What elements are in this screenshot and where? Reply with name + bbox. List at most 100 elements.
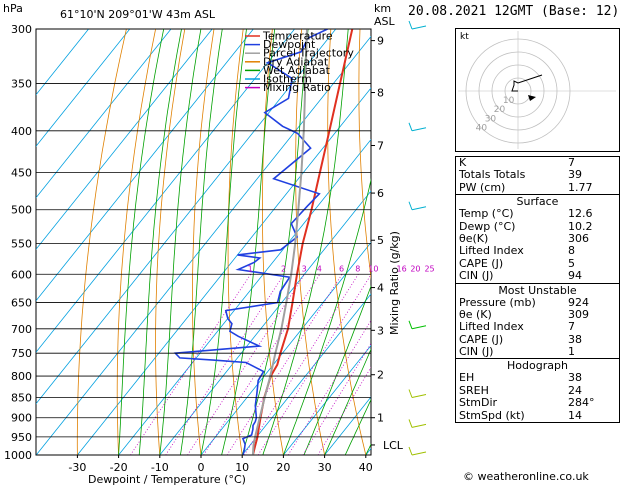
x-tick-label: 10 [235,461,249,474]
wind-barb-flag [408,446,413,456]
surface-key: θe(K) [459,231,489,245]
hodograph-ring-label: 40 [476,123,488,133]
most-unstable-row: θe (K) 309 [456,307,619,321]
km-tick-label: 2 [377,369,384,382]
km-tick-label: 1 [377,412,384,425]
most-unstable-key: Pressure (mb) [459,295,536,309]
pressure-tick-label: 850 [11,391,32,404]
wind-barb [411,451,427,456]
wet-adiabat-line [324,348,371,455]
x-tick-label: 20 [276,461,290,474]
pressure-tick-label: 300 [11,23,32,36]
isotherm-line [159,190,371,455]
hodograph-stat-key: EH [459,371,475,385]
wind-barb [411,127,427,132]
surface-key: CAPE (J) [459,256,504,270]
hodograph-unit-label: kt [460,32,469,42]
mixing-ratio-label: 20 [410,264,420,273]
surface-value: 5 [568,256,575,270]
x-tick-label: 0 [198,461,205,474]
wet-adiabat-line [344,398,371,455]
isotherm-line [36,29,213,250]
most-unstable-key: CIN (J) [459,345,494,359]
series-temperature [251,29,354,455]
index-value: 39 [568,168,582,182]
pressure-tick-label: 350 [11,78,32,91]
pressure-tick-label: 600 [11,268,32,281]
legend-label: Temperature [262,30,333,43]
most-unstable-value: 7 [568,320,575,334]
mixing-ratio-line [257,274,371,455]
hodograph-ring-label: 10 [503,96,515,106]
index-key: K [459,156,467,169]
most-unstable-value: 1 [568,345,575,359]
wind-barb [411,394,427,398]
mixing-ratio-label: 25 [424,264,434,273]
hodograph-panel: kt 10 20 30 40 [455,28,620,152]
wind-barb-flag [408,389,413,398]
pressure-tick-label: 1000 [4,449,32,462]
legend-label: Isotherm [263,73,312,86]
mixing-ratio-line [302,342,371,455]
x-tick-label: -20 [110,461,128,474]
indices-panel: K 7 Totals Totals 39 PW (cm) 1.77 Surface Tem… [455,156,620,424]
pressure-tick-label: 950 [11,431,32,444]
km-tick-label: 4 [377,282,384,295]
hodograph-stat-value: 14 [568,408,582,422]
date-header: 20.08.2021 12GMT (Base: 12) [408,4,620,19]
surface-row: CIN (J) 94 [456,269,619,282]
x-tick-label: 30 [318,461,332,474]
surface-key: Lifted Index [459,244,524,258]
pressure-tick-label: 800 [11,370,32,383]
mixing-ratio-label: 4 [317,264,322,273]
hodograph-stat-row: StmDir 284° [456,396,619,410]
most-unstable-key: CAPE (J) [459,332,504,346]
hodograph-stat-row: EH 38 [456,371,619,385]
pressure-tick-label: 700 [11,323,32,336]
mixing-ratio-label: 3 [302,264,307,273]
index-row: PW (cm) 1.77 [456,181,619,194]
most-unstable-value: 309 [568,307,589,321]
isotherm-line [36,35,371,455]
most-unstable-row: CAPE (J) 38 [456,332,619,346]
hodograph-ring-label: 30 [485,114,497,124]
surface-row: Dewp (°C) 10.2 [456,219,619,233]
most-unstable-title: Most Unstable [498,283,577,297]
hodograph-stat-value: 38 [568,371,582,385]
km-tick-label: 9 [377,35,384,48]
isotherm-line [77,87,371,455]
legend-label: Dewpoint [263,38,316,51]
mixing-ratio-label: 10 [368,264,378,273]
series-dewpoint [173,29,328,455]
surface-value: 12.6 [568,207,593,221]
isotherm-line [241,293,371,455]
surface-row: CAPE (J) 5 [456,256,619,270]
hodograph-stat-row: SREH 24 [456,384,619,397]
km-tick-label: LCL [383,439,404,452]
hodograph-stat-key: StmDir [459,396,498,410]
isotherm-line [36,29,337,405]
wind-barb-flag [408,320,413,329]
legend-label: Parcel Trajectory [263,47,354,60]
mixing-ratio-line [130,274,251,455]
isotherm-line [36,29,254,302]
surface-value: 10.2 [568,219,593,233]
mixing-ratio-label: 16 [396,264,406,273]
location-label: 61°10'N 209°01'W 43m ASL [60,8,216,21]
wind-barb [411,423,427,428]
dry-adiabat-line [623,29,629,455]
hodograph-stat-row: StmSpd (kt) 14 [456,408,619,422]
hodograph-stat-value: 284° [568,396,595,410]
pressure-tick-label: 650 [11,297,32,310]
copyright-label: © weatheronline.co.uk [463,470,589,483]
index-row: Totals Totals 39 [456,168,619,182]
most-unstable-row: CIN (J) 1 [456,345,619,359]
hodograph-title: Hodograph [507,359,568,373]
surface-value: 8 [568,244,575,258]
km-tick-label: 6 [377,187,384,200]
most-unstable-row: Lifted Index 7 [456,320,619,334]
most-unstable-key: θe (K) [459,307,492,321]
isotherm-line [36,29,131,147]
